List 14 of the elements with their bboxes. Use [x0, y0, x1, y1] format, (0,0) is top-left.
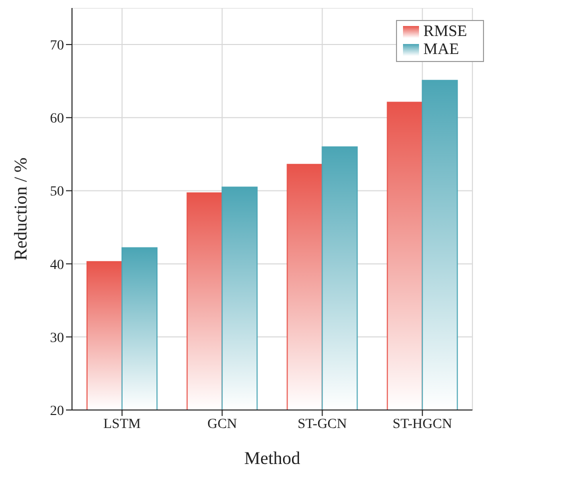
y-tick-label: 20 [50, 404, 64, 419]
x-tick-label: GCN [207, 416, 237, 432]
x-axis-title: Method [244, 448, 300, 468]
x-tick-label: LSTM [103, 416, 142, 432]
y-axis-title: Reduction / % [10, 158, 30, 260]
y-tick-label: 60 [50, 112, 64, 127]
legend-label: MAE [423, 41, 459, 58]
y-tick-label: 50 [50, 184, 64, 200]
legend-label: RMSE [423, 23, 467, 40]
x-tick-label: ST-HGCN [392, 416, 452, 432]
y-tick-label: 70 [50, 38, 64, 54]
x-tick-label: ST-GCN [298, 416, 347, 432]
y-tick-label: 40 [50, 258, 64, 273]
y-tick-label: 30 [50, 330, 64, 346]
